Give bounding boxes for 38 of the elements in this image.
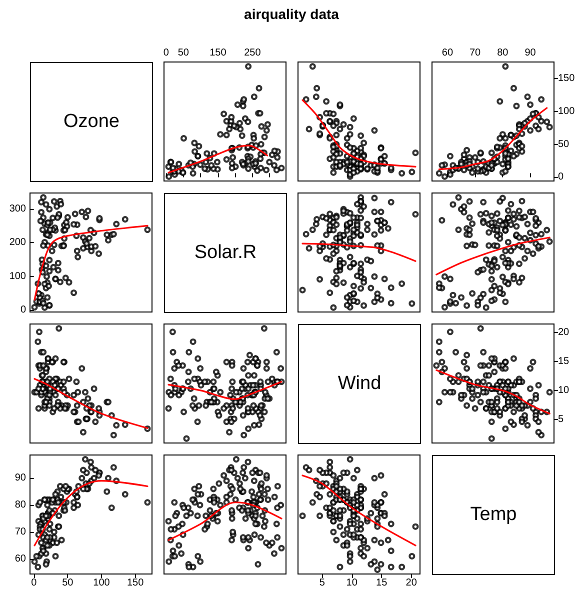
y-tick-label: 5 [558, 414, 564, 425]
y-tick-label: 15 [558, 356, 570, 367]
x-tick-label: 250 [244, 48, 262, 58]
y-tick-label: 150 [558, 72, 576, 84]
line-series [436, 369, 550, 414]
y-tick-label: 20 [558, 326, 570, 338]
x-tick-label: 150 [126, 578, 144, 588]
y-tick-label: 0 [558, 172, 564, 183]
x-tick-label: 90 [524, 48, 536, 58]
x-tick-label: 10 [346, 578, 358, 588]
y-tick-label: 0 [20, 304, 26, 316]
x-tick-label: 15 [376, 578, 388, 588]
x-tick-label: 150 [210, 48, 227, 58]
text: Ozone [64, 111, 120, 133]
text: Solar.R [194, 242, 257, 264]
x-tick-label: 20 [406, 578, 418, 588]
x-tick-label: 80 [497, 48, 509, 58]
x-tick-label: 0 [31, 578, 38, 588]
y-tick-label: 60 [14, 553, 26, 564]
x-tick-label: 5 [319, 578, 326, 588]
y-tick-label: 50 [558, 138, 570, 150]
y-tick-label: 300 [9, 203, 26, 214]
x-tick-label: 50 [62, 578, 74, 588]
text: airquality data [243, 6, 340, 22]
x-tick-label: 50 [178, 48, 190, 58]
x-tick-label: 0 [163, 48, 170, 58]
x-tick-label: 100 [93, 578, 110, 588]
y-tick-label: 80 [14, 500, 26, 511]
y-tick-label: 100 [558, 106, 576, 117]
y-tick-label: 90 [14, 472, 26, 484]
x-tick-label: 70 [469, 48, 482, 58]
text: Temp [470, 504, 517, 526]
y-tick-label: 100 [9, 270, 26, 282]
text: Wind [338, 373, 382, 395]
y-tick-label: 70 [14, 526, 26, 538]
y-tick-label: 200 [9, 237, 26, 248]
y-tick-label: 10 [558, 384, 570, 396]
x-tick-label: 60 [442, 48, 454, 58]
